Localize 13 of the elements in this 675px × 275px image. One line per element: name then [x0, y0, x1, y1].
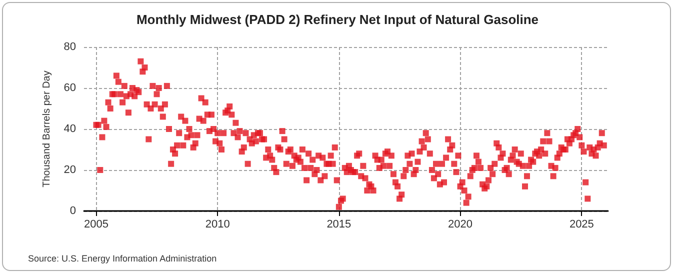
y-tick-label: 60: [64, 82, 76, 94]
y-tick-label: 40: [64, 123, 76, 135]
y-axis-title: Thousand Barrels per Day: [42, 70, 52, 188]
y-tick-label: 80: [64, 41, 76, 53]
x-tick-label: 2005: [84, 218, 108, 230]
x-tick-label: 2010: [205, 218, 230, 230]
y-tick-label: 0: [70, 205, 76, 217]
x-tick-label: 2025: [569, 218, 594, 230]
x-tick-label: 2015: [326, 218, 352, 230]
chart-title: Monthly Midwest (PADD 2) Refinery Net Input of Natural Gasoline: [136, 12, 539, 27]
source-note: Source: U.S. Energy Information Administration: [28, 254, 217, 264]
y-tick-label: 20: [64, 164, 76, 176]
x-tick-label: 2020: [448, 218, 473, 230]
